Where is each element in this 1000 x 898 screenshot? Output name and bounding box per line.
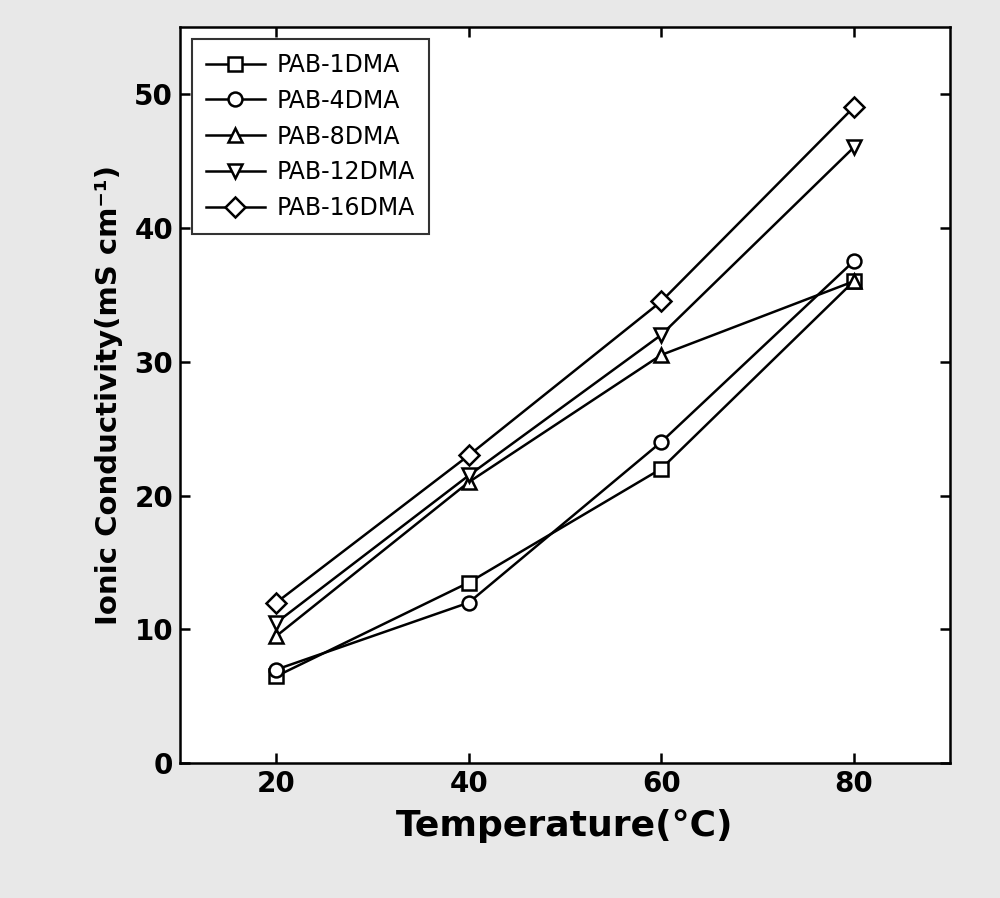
PAB-4DMA: [270, 665, 282, 675]
PAB-4DMA: [463, 597, 475, 608]
PAB-8DMA: [848, 276, 860, 286]
PAB-16DMA: [848, 101, 860, 112]
Line: PAB-8DMA: PAB-8DMA: [269, 275, 861, 643]
X-axis label: Temperature(°C): Temperature(°C): [396, 809, 734, 843]
Legend: PAB-1DMA, PAB-4DMA, PAB-8DMA, PAB-12DMA, PAB-16DMA: PAB-1DMA, PAB-4DMA, PAB-8DMA, PAB-12DMA,…: [192, 39, 429, 234]
PAB-8DMA: [270, 630, 282, 641]
PAB-12DMA: [463, 470, 475, 480]
PAB-8DMA: [655, 349, 667, 360]
PAB-16DMA: [655, 296, 667, 307]
Line: PAB-12DMA: PAB-12DMA: [269, 140, 861, 629]
PAB-1DMA: [655, 463, 667, 474]
Line: PAB-4DMA: PAB-4DMA: [269, 254, 861, 676]
PAB-4DMA: [848, 256, 860, 267]
PAB-12DMA: [848, 142, 860, 153]
PAB-1DMA: [848, 276, 860, 286]
PAB-1DMA: [270, 671, 282, 682]
PAB-16DMA: [270, 597, 282, 608]
PAB-12DMA: [655, 330, 667, 340]
PAB-16DMA: [463, 450, 475, 461]
Y-axis label: Ionic Conductivity(mS cm⁻¹): Ionic Conductivity(mS cm⁻¹): [95, 165, 123, 625]
Line: PAB-16DMA: PAB-16DMA: [269, 101, 861, 610]
PAB-12DMA: [270, 617, 282, 628]
Line: PAB-1DMA: PAB-1DMA: [269, 275, 861, 683]
PAB-4DMA: [655, 436, 667, 447]
PAB-1DMA: [463, 577, 475, 588]
PAB-8DMA: [463, 477, 475, 488]
